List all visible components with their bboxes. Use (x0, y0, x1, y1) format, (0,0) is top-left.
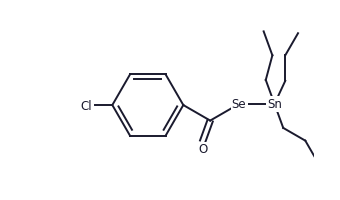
Text: Se: Se (232, 98, 246, 111)
Text: Sn: Sn (267, 98, 282, 111)
Text: Cl: Cl (81, 99, 92, 112)
Text: O: O (198, 142, 207, 155)
